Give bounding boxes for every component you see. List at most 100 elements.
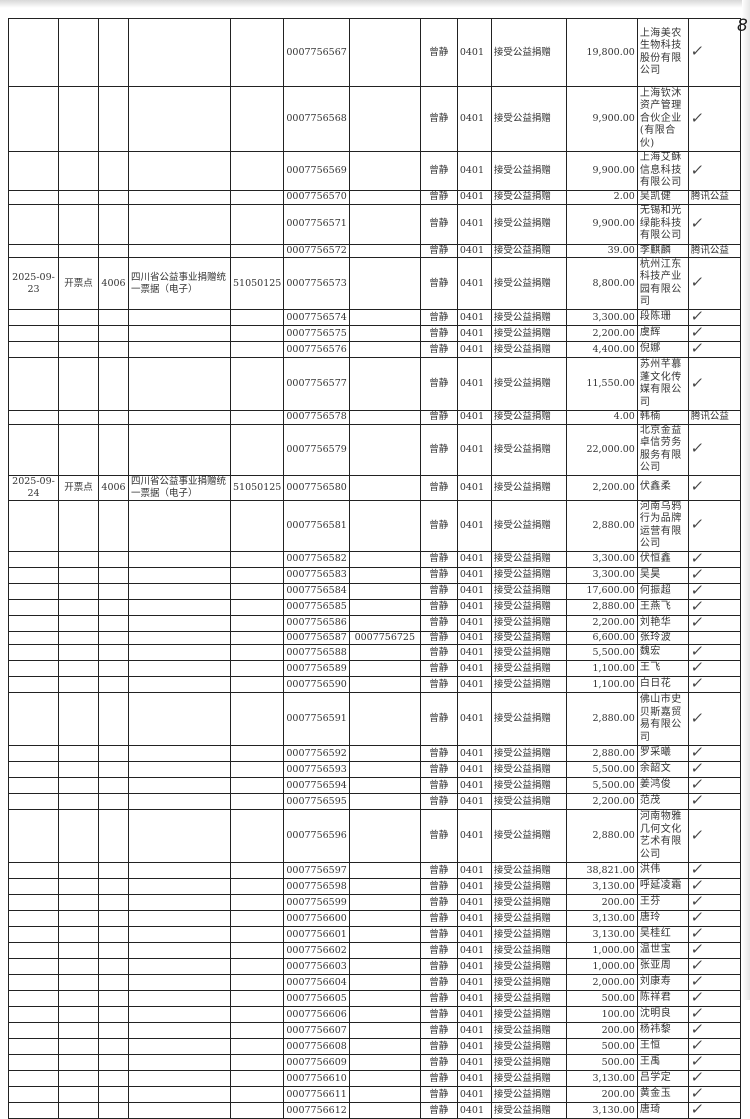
date-cell xyxy=(8,630,59,645)
date-cell xyxy=(8,910,59,927)
item-code-cell-text: 0401 xyxy=(459,678,484,690)
point-code-cell xyxy=(98,18,129,87)
item-code-cell: 0401 xyxy=(456,745,492,762)
note-cell: ✓ xyxy=(687,566,741,584)
item-code-cell-text: 0401 xyxy=(459,747,484,759)
item-cell: 接受公益捐赠 xyxy=(490,958,567,975)
bill-name-cell xyxy=(128,1022,231,1039)
issue-point-cell xyxy=(58,809,99,863)
issue-point-cell xyxy=(58,1038,99,1055)
item-cell: 接受公益捐赠 xyxy=(490,1038,567,1055)
item-code-cell: 0401 xyxy=(456,660,492,677)
donor-cell-text: 上海美农生物科技股份有限公司 xyxy=(639,27,682,77)
amount-cell-text: 2,000.00 xyxy=(592,976,635,988)
table-row: 0007756597 曾静 0401 接受公益捐赠 38,821.00 洪伟 ✓ xyxy=(8,862,741,879)
date-cell xyxy=(8,660,59,677)
note-cell: ✓ xyxy=(687,745,741,762)
item-code-cell-text: 0401 xyxy=(459,411,484,423)
item-code-cell: 0401 xyxy=(456,990,492,1007)
item-cell-text: 接受公益捐赠 xyxy=(493,585,551,596)
bill-code-cell xyxy=(229,1070,285,1087)
table-row: 0007756605 曾静 0401 接受公益捐赠 500.00 陈祥君 ✓ xyxy=(8,990,741,1007)
receipt-number-cell-text: 0007756608 xyxy=(286,1040,347,1052)
item-cell-text: 接受公益捐赠 xyxy=(493,411,551,423)
amount-cell-text: 3,130.00 xyxy=(592,880,635,892)
item-cell-text: 接受公益捐赠 xyxy=(493,553,551,564)
operator-cell: 曾静 xyxy=(419,777,458,794)
item-cell-text: 接受公益捐赠 xyxy=(493,378,551,389)
point-code-cell xyxy=(98,325,129,342)
donor-cell: 王恒 xyxy=(636,1038,689,1055)
receipt-number-cell-text: 0007756591 xyxy=(286,713,347,724)
reference-number-cell xyxy=(348,257,421,310)
note-cell: ✓ xyxy=(687,257,741,310)
item-cell-text: 接受公益捐赠 xyxy=(493,1008,551,1020)
item-cell-text: 接受公益捐赠 xyxy=(493,1024,551,1036)
receipt-number-cell: 0007756569 xyxy=(283,151,350,191)
item-code-cell-text: 0401 xyxy=(459,617,484,628)
bill-code-cell xyxy=(229,566,285,584)
receipt-number-cell-text: 0007756609 xyxy=(286,1056,347,1068)
item-code-cell: 0401 xyxy=(456,894,492,911)
amount-cell: 3,130.00 xyxy=(565,878,638,895)
table-row: 0007756600 曾静 0401 接受公益捐赠 3,130.00 唐玲 ✓ xyxy=(8,910,741,927)
amount-cell-text: 2,880.00 xyxy=(592,830,635,841)
item-code-cell: 0401 xyxy=(456,341,492,358)
item-code-cell-text: 0401 xyxy=(459,1040,484,1052)
operator-cell-text: 曾静 xyxy=(429,311,449,323)
receipt-number-cell-text: 0007756569 xyxy=(286,165,347,176)
operator-cell: 曾静 xyxy=(419,676,458,693)
issue-point-cell xyxy=(58,243,99,258)
date-cell xyxy=(8,1054,59,1071)
amount-cell: 19,800.00 xyxy=(565,18,638,87)
issue-point-cell xyxy=(58,630,99,645)
amount-cell-text: 5,500.00 xyxy=(592,646,635,658)
item-cell-text: 接受公益捐赠 xyxy=(493,46,551,58)
item-cell-text: 接受公益捐赠 xyxy=(493,617,551,628)
reference-number-cell xyxy=(348,676,421,693)
item-code-cell-text: 0401 xyxy=(459,1056,484,1068)
bill-code-cell xyxy=(229,550,285,568)
item-cell: 接受公益捐赠 xyxy=(490,1070,567,1087)
amount-cell: 1,000.00 xyxy=(565,958,638,975)
handwritten-check-icon: ✓ xyxy=(689,213,705,232)
amount-cell: 3,130.00 xyxy=(565,910,638,927)
date-cell xyxy=(8,203,59,245)
issue-point-cell xyxy=(58,1070,99,1087)
scan-top-shadow xyxy=(0,0,750,8)
note-cell: ✓ xyxy=(687,423,741,476)
donor-cell-text: 倪娜 xyxy=(639,343,661,355)
donor-cell-text: 余韶文 xyxy=(639,763,672,775)
amount-cell-text: 3,130.00 xyxy=(592,1104,635,1116)
item-cell-text: 接受公益捐赠 xyxy=(493,113,551,124)
bill-name-cell xyxy=(128,894,231,911)
item-cell: 接受公益捐赠 xyxy=(490,243,567,258)
reference-number-cell: 0007756725 xyxy=(348,630,421,645)
item-code-cell-text: 0401 xyxy=(459,165,484,176)
issue-point-cell xyxy=(58,582,99,600)
reference-number-cell xyxy=(348,309,421,326)
receipt-number-cell: 0007756603 xyxy=(283,958,350,975)
issue-point-cell-text: 开票点 xyxy=(64,481,93,493)
operator-cell-text: 曾静 xyxy=(429,519,449,531)
table-row: 0007756612 曾静 0401 接受公益捐赠 3,130.00 唐琦 ✓ xyxy=(8,1102,741,1119)
amount-cell: 2.00 xyxy=(565,190,638,205)
table-row: 0007756584 曾静 0401 接受公益捐赠 17,600.00 何振超 ✓ xyxy=(8,582,741,600)
handwritten-check-icon: ✓ xyxy=(689,660,705,676)
bill-name-cell xyxy=(128,410,231,425)
bill-name-cell xyxy=(128,203,231,245)
point-code-cell: 4006 xyxy=(98,474,129,501)
bill-code-cell xyxy=(229,644,285,661)
item-code-cell-text: 0401 xyxy=(459,311,484,323)
item-code-cell: 0401 xyxy=(456,243,492,258)
donor-cell-text: 伏恒鑫 xyxy=(639,552,672,564)
receipt-number-cell-text: 0007756610 xyxy=(286,1072,347,1084)
reference-number-cell xyxy=(348,809,421,863)
operator-cell: 曾静 xyxy=(419,1086,458,1103)
date-cell xyxy=(8,1102,59,1119)
note-cell: ✓ xyxy=(687,309,741,326)
amount-cell: 2,200.00 xyxy=(565,793,638,810)
item-cell: 接受公益捐赠 xyxy=(490,809,567,863)
operator-cell-text: 曾静 xyxy=(429,795,449,807)
operator-cell-text: 曾静 xyxy=(429,960,449,972)
